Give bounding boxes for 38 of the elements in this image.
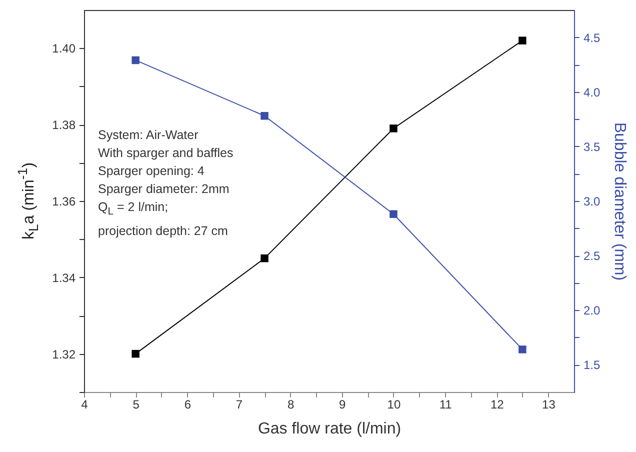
- point: [518, 36, 526, 44]
- point: [260, 254, 268, 262]
- y2-tick-label: 4.0: [584, 85, 601, 100]
- x-tick-label: 10: [387, 398, 401, 412]
- y2-tick-label: 1.5: [584, 358, 601, 372]
- y-tick-label: 1.32: [52, 347, 76, 362]
- y-tick-label: 1.34: [52, 270, 76, 285]
- y-tick-label: 1.36: [52, 194, 76, 208]
- x-tick-label: 13: [542, 398, 556, 412]
- x-tick-label: 11: [439, 398, 452, 412]
- y2-tick-label: 3.0: [584, 194, 601, 208]
- x-tick-label: 5: [132, 398, 140, 412]
- x-tick-label: 12: [490, 398, 504, 412]
- y2-tick-label: 4.5: [584, 30, 601, 45]
- point: [390, 124, 398, 132]
- x-tick-label: 9: [339, 398, 346, 412]
- annotation: With sparger and baffles: [98, 145, 234, 162]
- x-axis-title: Gas flow rate (l/min): [258, 420, 402, 438]
- annotation: Sparger opening: 4: [98, 163, 206, 180]
- y-tick-label: 1.38: [52, 118, 76, 132]
- y-tick-label: 1.40: [52, 42, 76, 56]
- annotation: System: Air-Water: [98, 127, 200, 144]
- x-tick-label: 4: [81, 398, 88, 412]
- annotation: projection depth: 27 cm: [98, 222, 229, 240]
- point: [132, 56, 140, 64]
- y2-tick-label: 2.0: [584, 304, 601, 318]
- x-tick-label: 7: [236, 398, 243, 412]
- point: [390, 210, 398, 218]
- x-tick-label: 6: [184, 398, 192, 412]
- point: [260, 112, 268, 120]
- y2-axis-title: Bubble diameter (mm): [611, 122, 628, 281]
- point: [132, 350, 140, 358]
- y2-tick-label: 2.5: [584, 249, 601, 264]
- x-tick-label: 8: [287, 398, 294, 412]
- annotation: Q$_{L}$ = 2 l/min;: [98, 199, 170, 220]
- y2-tick-label: 3.5: [584, 140, 601, 154]
- point: [518, 346, 526, 354]
- annotation: Sparger diameter: 2mm: [98, 181, 230, 198]
